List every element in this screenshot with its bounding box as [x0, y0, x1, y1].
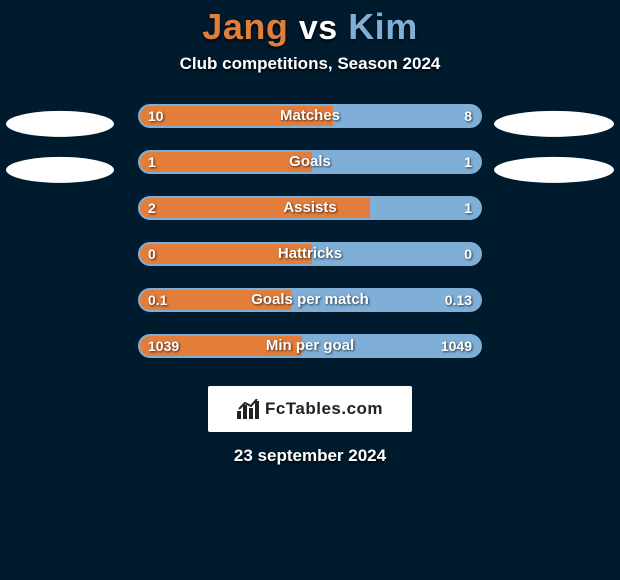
title-player2: Kim — [348, 6, 418, 47]
stat-bar — [138, 196, 482, 220]
stat-row: 1039Min per goal1049 — [0, 334, 620, 380]
stat-bar-fill-player1 — [140, 198, 370, 218]
stat-bar — [138, 242, 482, 266]
stat-bar — [138, 334, 482, 358]
player1-avatar — [6, 157, 114, 183]
stats-rows: 10Matches81Goals12Assists10Hattricks00.1… — [0, 104, 620, 380]
stat-bar-fill-player1 — [140, 106, 333, 126]
stat-bar-fill-player1 — [140, 152, 312, 172]
subtitle: Club competitions, Season 2024 — [0, 54, 620, 74]
stat-bar — [138, 104, 482, 128]
stat-bar-fill-player1 — [140, 336, 302, 356]
title-vs: vs — [299, 9, 338, 47]
brand-badge: FcTables.com — [208, 386, 412, 432]
stat-row: 10Matches8 — [0, 104, 620, 150]
title-player1: Jang — [202, 6, 288, 47]
stat-row: 0Hattricks0 — [0, 242, 620, 288]
stat-row: 0.1Goals per match0.13 — [0, 288, 620, 334]
brand-icon — [237, 399, 259, 419]
player2-avatar — [494, 157, 614, 183]
stat-bar — [138, 288, 482, 312]
title: Jang vs Kim — [0, 6, 620, 48]
player2-avatar — [494, 111, 614, 137]
stat-row: 2Assists1 — [0, 196, 620, 242]
date: 23 september 2024 — [0, 446, 620, 466]
stat-bar — [138, 150, 482, 174]
stat-bar-fill-player1 — [140, 244, 312, 264]
comparison-card: Jang vs Kim Club competitions, Season 20… — [0, 0, 620, 466]
stat-bar-fill-player1 — [140, 290, 291, 310]
brand-text: FcTables.com — [265, 399, 383, 419]
player1-avatar — [6, 111, 114, 137]
stat-row: 1Goals1 — [0, 150, 620, 196]
